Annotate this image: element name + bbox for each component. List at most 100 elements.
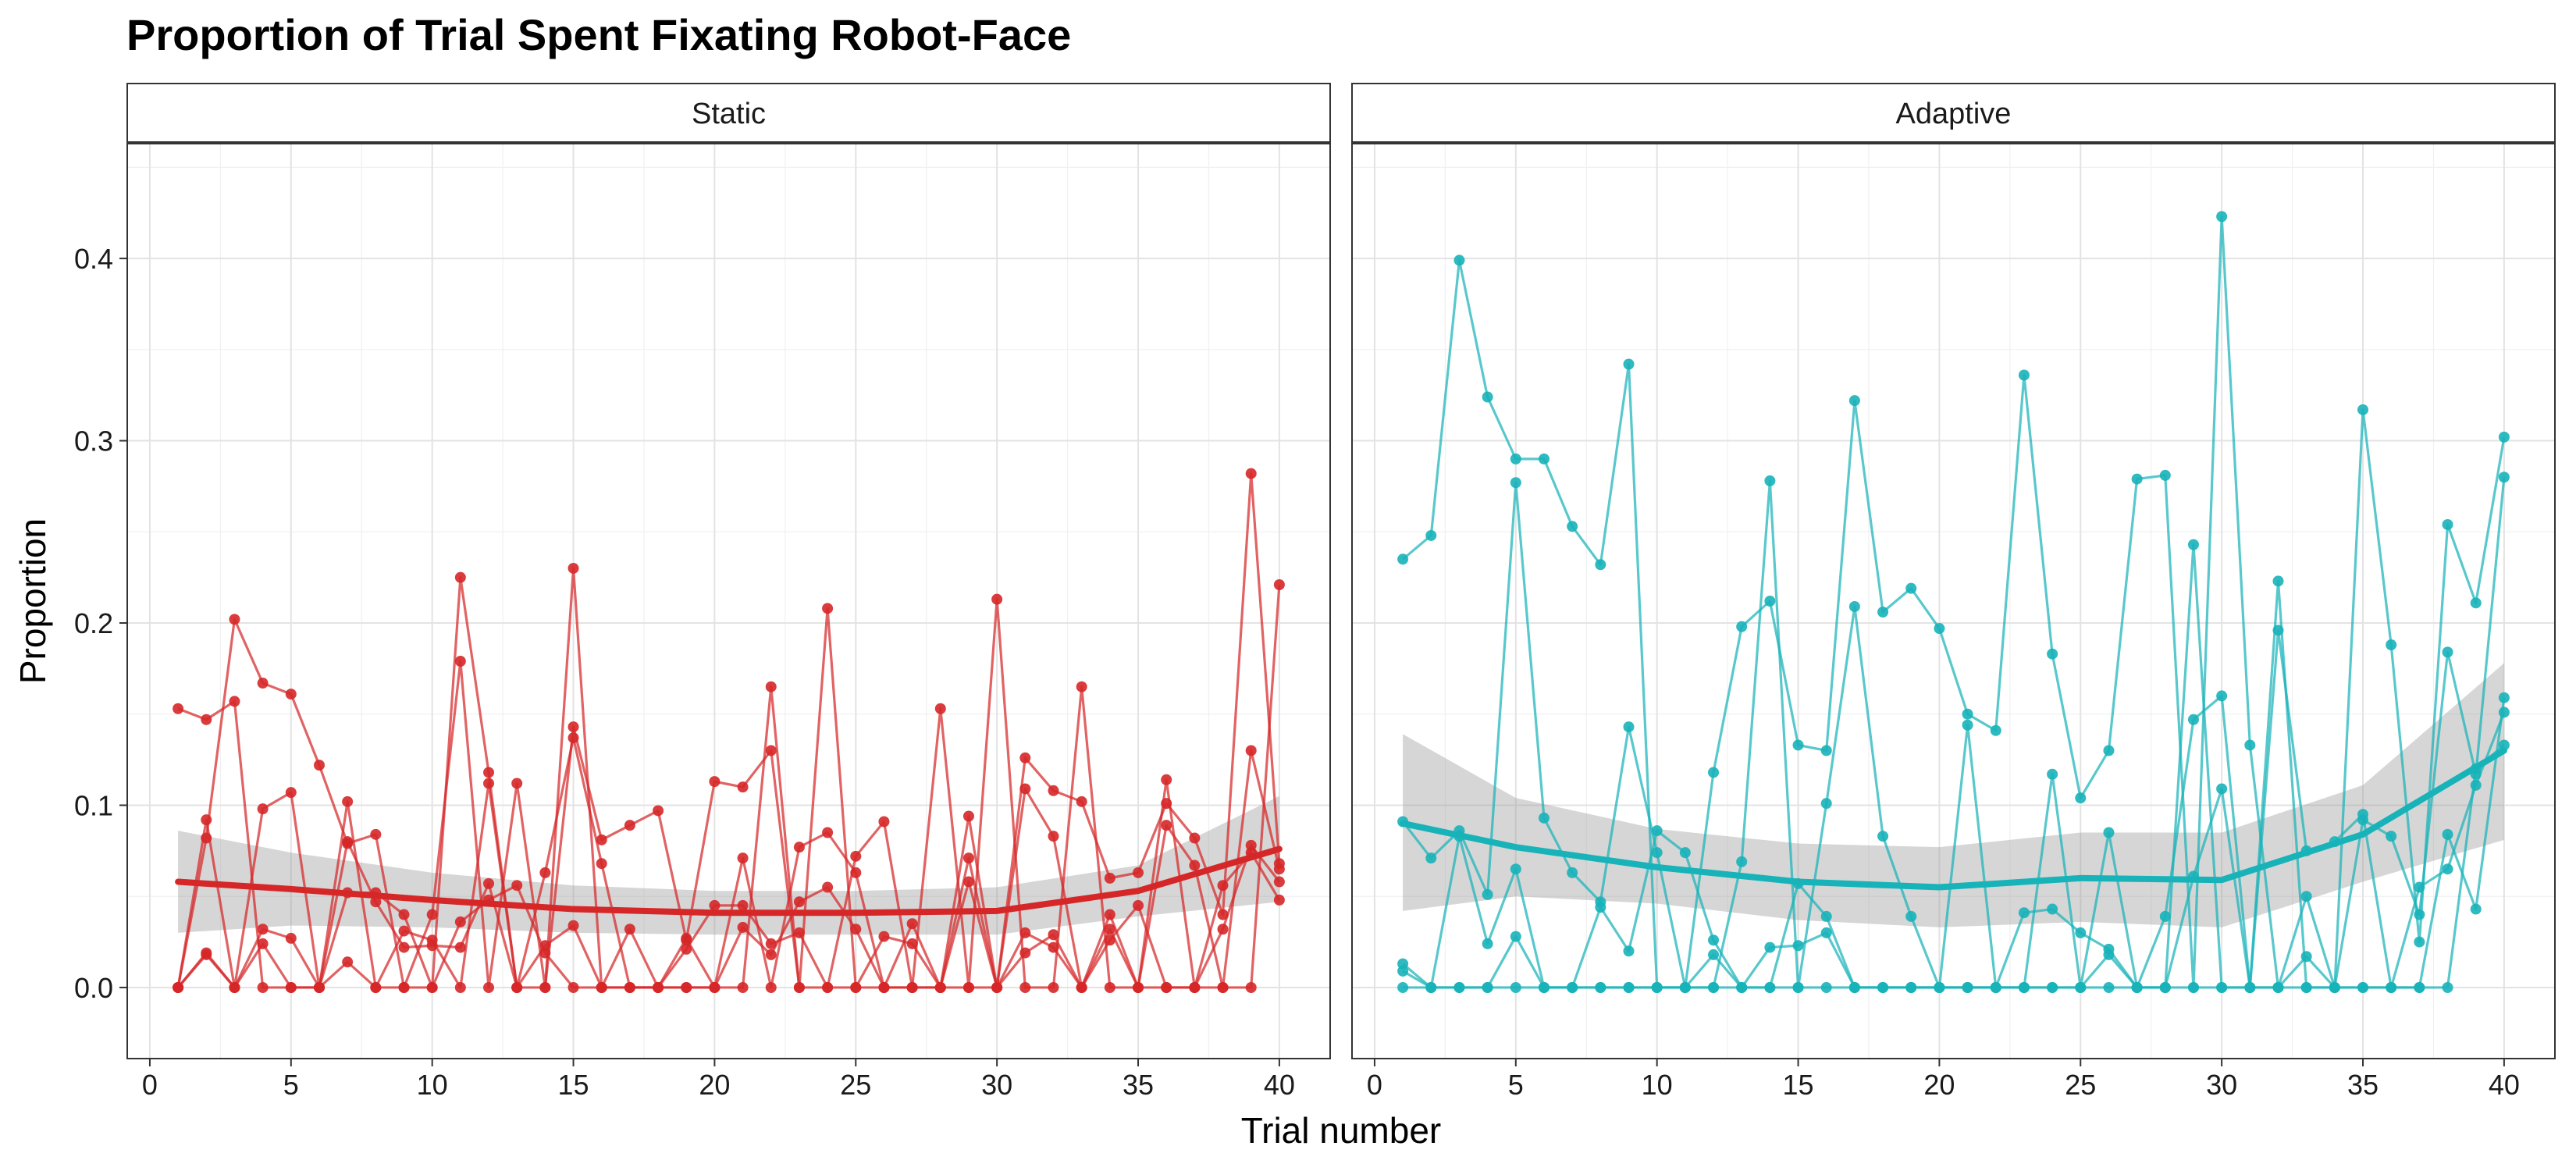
x-tick-label: 15 [1783,1069,1814,1101]
data-point [313,981,325,993]
data-point [1245,468,1257,479]
chart-title: Proportion of Trial Spent Fixating Robot… [126,10,1071,59]
data-point [483,767,495,778]
data-point [1764,475,1776,486]
data-point [1538,812,1550,824]
facet-strip-label: Static [692,98,766,130]
data-point [1245,745,1257,756]
data-point [2357,981,2369,993]
data-point [398,941,410,953]
data-point [1679,981,1691,993]
data-point [1482,888,1493,900]
data-point [229,981,240,993]
data-point [2414,909,2425,920]
smooth-trend-line [1400,747,2507,891]
data-point [370,981,382,993]
data-point [568,981,579,993]
participant-series-5 [1397,739,2510,993]
data-point [1397,981,1409,993]
data-point [1019,981,1031,993]
data-point [962,852,974,864]
data-point [1764,981,1776,993]
data-point [1708,767,1720,778]
data-point [765,745,777,756]
data-point [370,896,382,908]
data-point [765,938,777,949]
participant-series-3 [173,732,1285,993]
data-point [257,924,269,935]
facet-strip-label: Adaptive [1896,98,2012,130]
data-point [1217,924,1229,935]
data-point [822,603,834,614]
data-point [398,981,410,993]
data-point [737,981,749,993]
data-point [2442,518,2453,530]
data-point [454,916,466,927]
data-point [1019,752,1031,763]
x-tick-label: 35 [2347,1069,2379,1101]
data-point [1453,981,1465,993]
data-point [1104,981,1115,993]
data-point [878,816,890,828]
data-point [1133,981,1144,993]
data-point [2414,881,2425,893]
x-tick-label: 20 [1923,1069,1955,1101]
data-point [962,810,974,822]
data-point [1736,621,1748,632]
data-point [1538,453,1550,464]
data-point [285,981,297,993]
x-tick-label: 10 [1642,1069,1673,1101]
data-point [737,781,749,793]
data-point [709,899,720,911]
data-point [681,981,692,993]
x-tick-label: 40 [2489,1069,2520,1101]
data-point [511,981,523,993]
data-point [2047,981,2058,993]
data-point [1567,521,1578,532]
data-point [2131,981,2143,993]
data-point [1848,981,1860,993]
y-tick-label: 0.1 [74,789,113,821]
data-point [1877,831,1889,842]
data-point [1482,938,1493,949]
data-point [1104,924,1115,935]
data-point [2187,714,2199,725]
data-point [850,981,862,993]
panel-border [126,143,1331,1059]
smooth-trend-line [175,845,1283,917]
data-point [2103,949,2115,960]
data-point [511,778,523,789]
x-tick-label: 40 [1264,1069,1295,1101]
data-point [257,981,269,993]
data-point [793,981,805,993]
y-axis-ticks: 0.0 0.1 0.2 0.3 0.4 [74,243,127,1004]
data-point [2216,981,2228,993]
data-point [2300,891,2312,902]
data-point [1189,832,1201,844]
data-point [1104,872,1115,884]
data-point [1905,910,1917,922]
data-point [1076,681,1087,692]
y-tick-label: 0.4 [74,243,113,275]
data-point [1538,981,1550,993]
data-point [342,795,354,807]
data-point [1934,623,1945,635]
data-point [765,949,777,960]
data-point [1133,867,1144,878]
data-point [511,880,523,892]
data-point [2470,903,2482,915]
data-point [934,981,946,993]
data-point [201,714,212,725]
data-point [2075,927,2087,938]
data-point [1736,856,1748,867]
data-point [765,681,777,692]
data-point [483,877,495,889]
data-point [1482,981,1493,993]
data-point [878,931,890,942]
data-point [2470,597,2482,609]
data-point [2075,792,2087,804]
data-point [2018,981,2030,993]
y-axis-label: Proportion [12,518,53,684]
data-point [454,656,466,667]
data-point [2187,539,2199,550]
